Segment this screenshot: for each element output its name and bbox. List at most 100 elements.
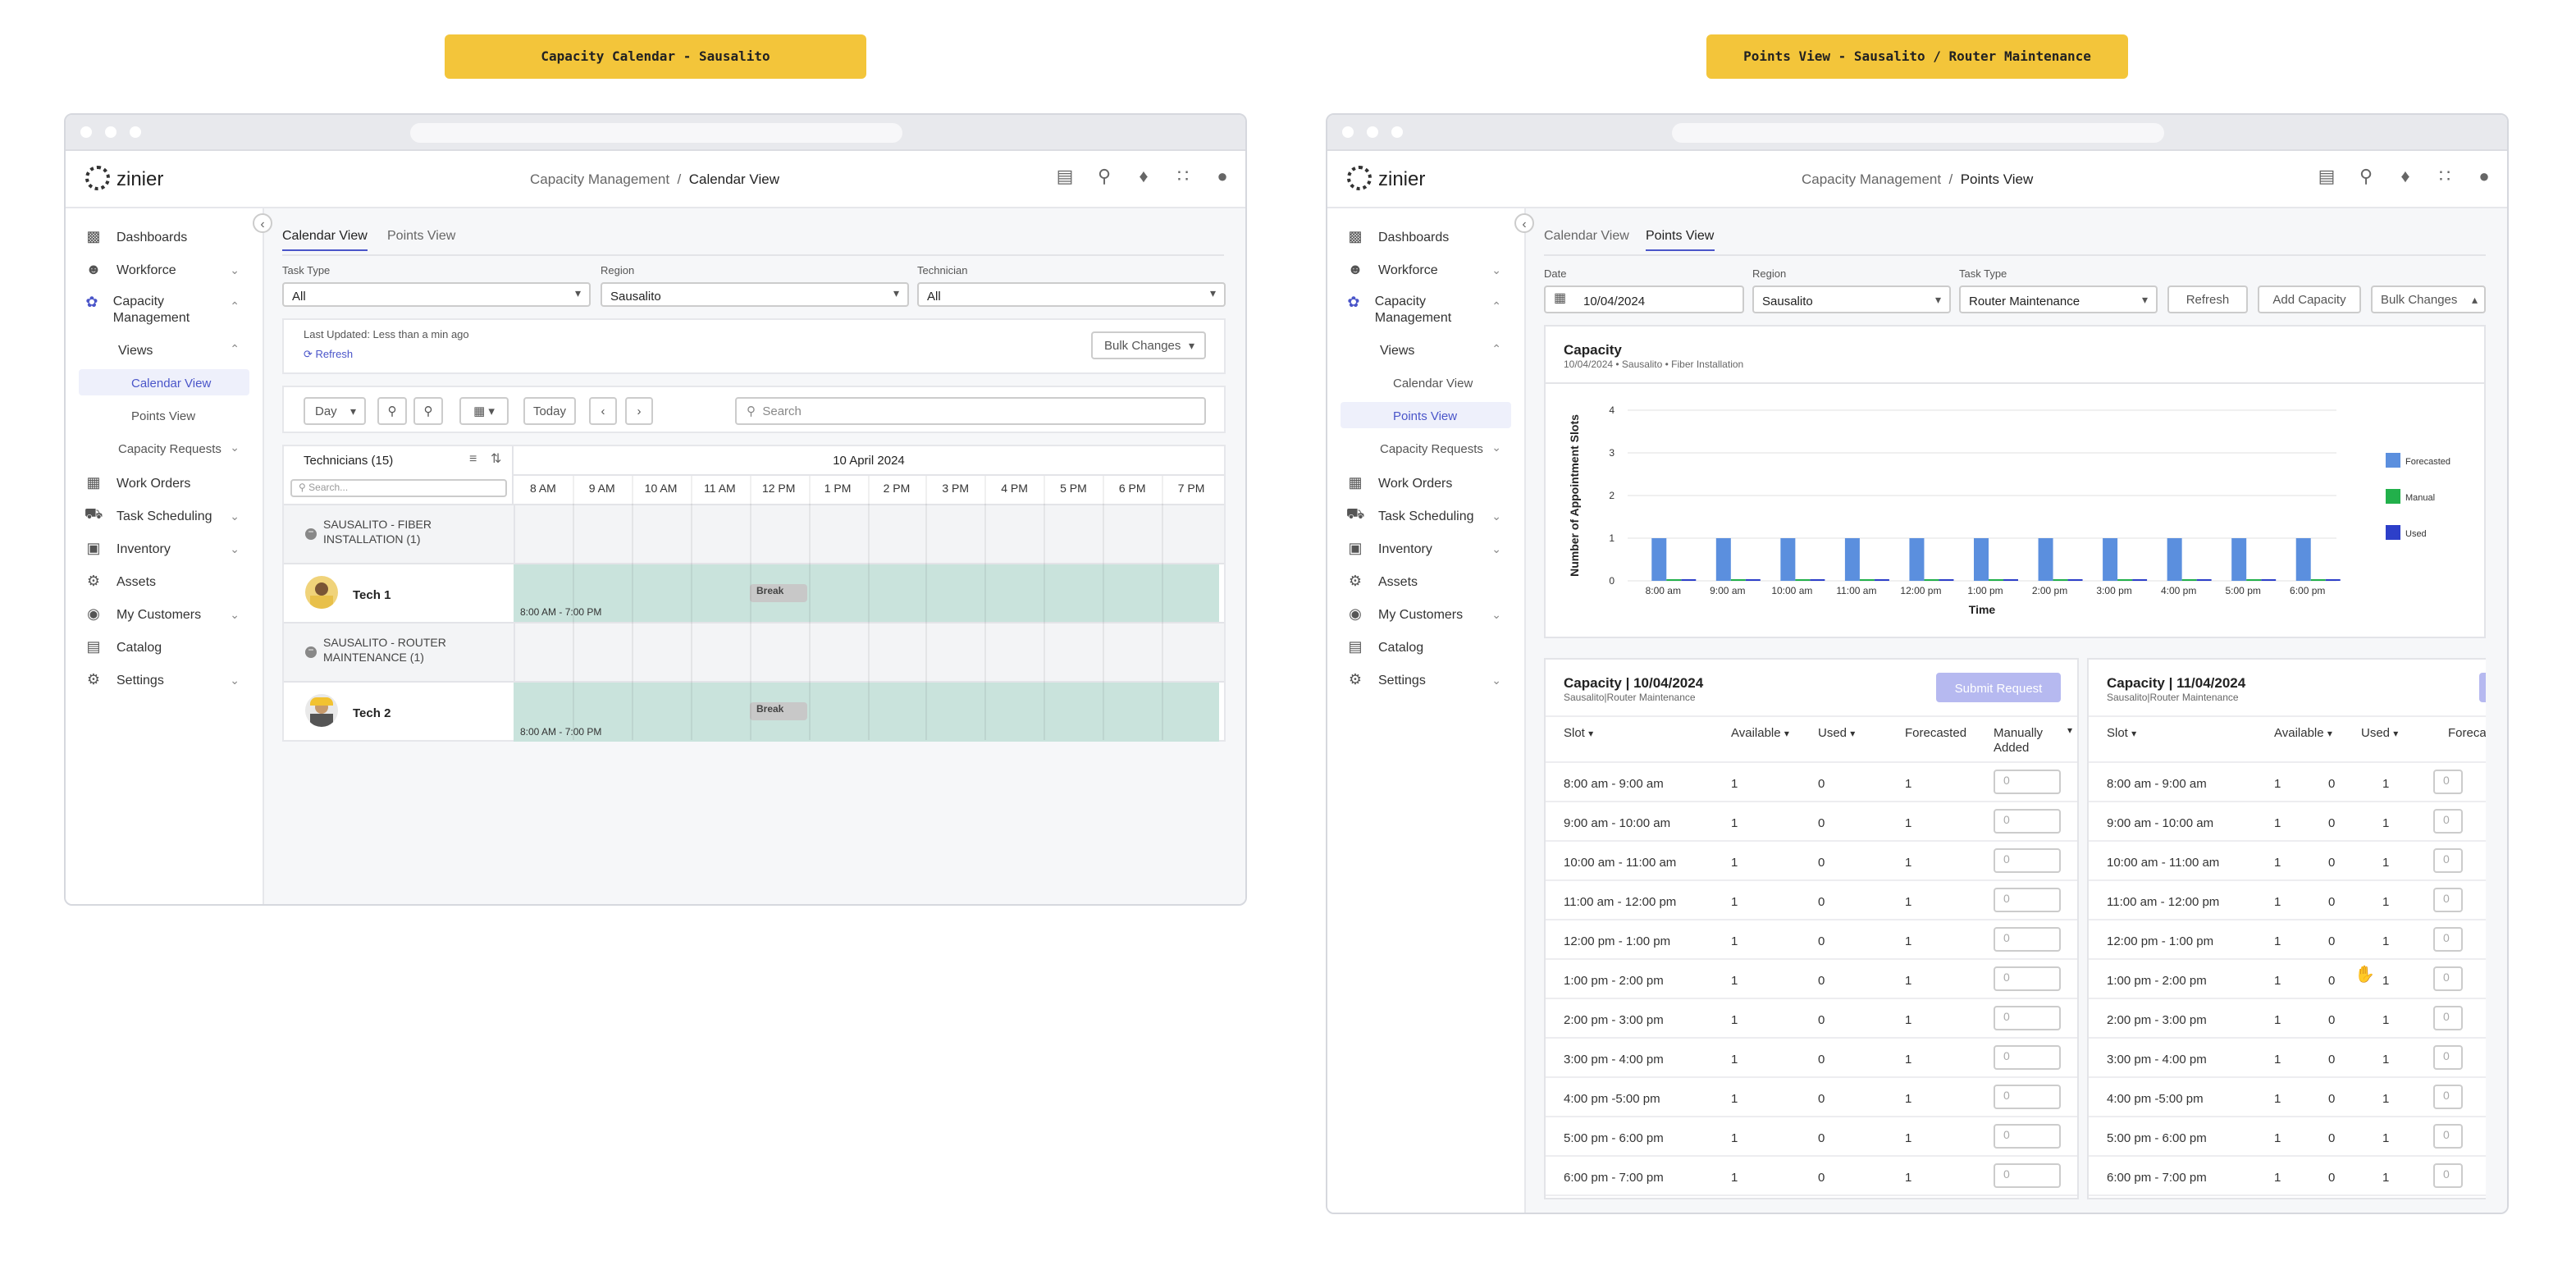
tab-calendar-view[interactable]: Calendar View [282,228,368,251]
location-pin-icon[interactable]: ⚲ [1097,167,1112,186]
chevron-up-icon[interactable]: ⌃ [1491,345,1501,356]
technician-name[interactable]: Tech 1 [353,587,391,602]
zinier-logo[interactable]: zinier [85,166,163,190]
sidebar-item-task-scheduling[interactable]: ⛟ Task Scheduling [1346,505,1474,523]
url-bar[interactable] [410,123,902,143]
bulk-changes-button[interactable]: Bulk Changes ▾ [1091,331,1206,359]
breadcrumb-parent[interactable]: Capacity Management [1802,171,1942,187]
manually-added-input[interactable]: 0 [2433,1085,2463,1109]
manually-added-input[interactable]: 0 [1994,966,2061,991]
collapse-sidebar-icon[interactable]: ‹ [1514,213,1534,233]
sidebar-item-task-scheduling[interactable]: ⛟ Task Scheduling [84,505,212,523]
manually-added-input[interactable]: 0 [2433,888,2463,912]
sidebar-item-my-customers[interactable]: ◉ My Customers [1347,605,1463,622]
chat-icon[interactable]: ▤ [1056,167,1074,186]
chevron-down-icon[interactable]: ⌄ [230,610,240,622]
bell-icon[interactable]: ♦ [1139,167,1149,186]
manually-added-input[interactable]: 0 [1994,927,2061,952]
technician-name[interactable]: Tech 2 [353,706,391,720]
sidebar-item-inventory[interactable]: ▣ Inventory [1347,539,1432,556]
chevron-down-icon[interactable]: ⌄ [230,676,240,687]
sidebar-item-dashboards[interactable]: ▩ Dashboards [85,227,187,244]
chevron-down-icon[interactable]: ⌄ [230,266,240,277]
shift-block[interactable]: 8:00 AM - 7:00 PM Break [514,683,1219,742]
apps-grid-icon[interactable]: ∷ [2439,167,2450,186]
col-available[interactable]: Available ▾ [1731,725,1789,740]
shift-block[interactable]: 8:00 AM - 7:00 PM Break [514,564,1219,622]
sidebar-item-settings[interactable]: ⚙ Settings [85,670,164,687]
user-icon[interactable]: ● [1217,167,1228,186]
chevron-up-icon[interactable]: ⌃ [230,302,240,313]
sidebar-item-dashboards[interactable]: ▩ Dashboards [1347,227,1449,244]
next-arrow-icon[interactable]: › [625,397,653,425]
break-block[interactable]: Break [750,584,807,602]
manually-added-input[interactable]: 0 [2433,1045,2463,1070]
manually-added-input[interactable]: 0 [1994,1163,2061,1188]
tab-calendar-view[interactable]: Calendar View [1544,228,1629,243]
manually-added-input[interactable]: 0 [1994,1124,2061,1149]
sidebar-item-assets[interactable]: ⚙ Assets [85,572,156,589]
sidebar-item-points-view[interactable]: Points View [1393,409,1458,423]
sidebar-item-catalog[interactable]: ▤ Catalog [1347,637,1423,655]
window-dot[interactable] [1391,126,1403,138]
chevron-up-icon[interactable]: ⌃ [230,345,240,356]
chat-icon[interactable]: ▤ [2318,167,2336,186]
col-available[interactable]: Available ▾ [2274,725,2332,740]
sidebar-item-my-customers[interactable]: ◉ My Customers [85,605,201,622]
chevron-down-icon[interactable]: ⌄ [230,512,240,523]
collapse-sidebar-icon[interactable]: ‹ [253,213,272,233]
manually-added-input[interactable]: 0 [1994,1006,2061,1030]
tab-points-view[interactable]: Points View [387,228,456,243]
manually-added-input[interactable]: 0 [2433,1163,2463,1188]
window-dot[interactable] [130,126,141,138]
sidebar-item-catalog[interactable]: ▤ Catalog [85,637,162,655]
break-block[interactable]: Break [750,702,807,720]
today-button[interactable]: Today [523,397,576,425]
sidebar-item-work-orders[interactable]: ▦ Work Orders [1347,473,1452,491]
manually-added-input[interactable]: 0 [1994,770,2061,794]
sidebar-item-capacity-requests[interactable]: Capacity Requests [1380,441,1483,456]
col-forecasted[interactable]: Foreca [2448,725,2486,740]
sidebar-item-capacity-requests[interactable]: Capacity Requests [118,441,222,456]
tab-points-view[interactable]: Points View [1646,228,1715,251]
technician-search-input[interactable]: ⚲ Search... [290,479,507,497]
url-bar[interactable] [1672,123,2164,143]
sidebar-item-points-view[interactable]: Points View [131,409,196,423]
manually-added-input[interactable]: 0 [2433,1006,2463,1030]
bell-icon[interactable]: ♦ [2400,167,2410,186]
window-dot[interactable] [1342,126,1354,138]
chevron-down-icon[interactable]: ⌄ [1491,545,1501,556]
calendar-search-input[interactable]: ⚲ Search [735,397,1206,425]
col-slot[interactable]: Slot ▾ [2107,725,2136,740]
manually-added-input[interactable]: 0 [2433,770,2463,794]
bulk-changes-button[interactable]: Bulk Changes ▴ [2371,285,2486,313]
sidebar-item-capacity-management[interactable]: ✿ Capacity Management [85,293,217,327]
chevron-down-icon[interactable]: ⌄ [230,443,240,455]
chevron-down-icon[interactable]: ⌄ [1491,443,1501,455]
collapse-group-icon[interactable]: − [305,646,317,658]
sidebar-item-calendar-view[interactable]: Calendar View [131,376,212,391]
manually-added-input[interactable]: 0 [1994,1045,2061,1070]
task-type-select[interactable]: All ▾ [282,282,591,307]
sidebar-item-capacity-management[interactable]: ✿ Capacity Management [1347,293,1478,327]
prev-arrow-icon[interactable]: ‹ [589,397,617,425]
window-dot[interactable] [105,126,116,138]
calendar-picker-icon[interactable]: ▦ ▾ [459,397,509,425]
chevron-up-icon[interactable]: ⌃ [1491,302,1501,313]
apps-grid-icon[interactable]: ∷ [1177,167,1189,186]
sidebar-item-workforce[interactable]: ☻ Workforce [85,261,176,277]
chevron-down-icon[interactable]: ⌄ [1491,676,1501,687]
add-capacity-button[interactable]: Add Capacity [2258,285,2361,313]
user-icon[interactable]: ● [2478,167,2490,186]
submit-request-button[interactable] [2479,673,2486,702]
manually-added-input[interactable]: 0 [1994,1085,2061,1109]
region-select[interactable]: Sausalito ▾ [601,282,909,307]
window-dot[interactable] [1367,126,1378,138]
refresh-button[interactable]: Refresh [2167,285,2248,313]
sort-icon[interactable]: ⇅ [491,451,502,466]
sidebar-item-views[interactable]: Views [118,343,153,358]
sidebar-item-calendar-view[interactable]: Calendar View [1393,376,1473,391]
technician-select[interactable]: All ▾ [917,282,1226,307]
manually-added-input[interactable]: 0 [2433,809,2463,834]
sidebar-item-work-orders[interactable]: ▦ Work Orders [85,473,190,491]
